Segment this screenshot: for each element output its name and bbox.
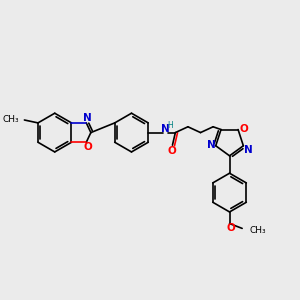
Text: N: N xyxy=(83,113,92,123)
Text: N: N xyxy=(161,124,170,134)
Text: O: O xyxy=(239,124,248,134)
Text: O: O xyxy=(84,142,93,152)
Text: N: N xyxy=(206,140,215,150)
Text: N: N xyxy=(244,145,253,154)
Text: O: O xyxy=(226,224,235,233)
Text: CH₃: CH₃ xyxy=(3,115,20,124)
Text: CH₃: CH₃ xyxy=(250,226,266,235)
Text: O: O xyxy=(167,146,176,156)
Text: H: H xyxy=(168,121,173,130)
